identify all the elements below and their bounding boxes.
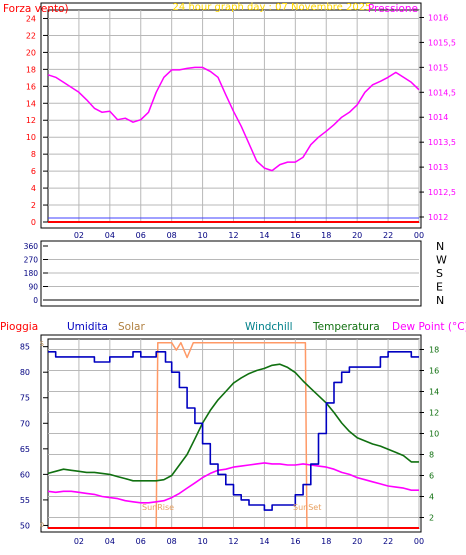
pressure-tick-label: 1013,5 <box>428 138 456 147</box>
solar-label: Solar <box>118 321 145 333</box>
wind-speed-tick-label: 6 <box>31 167 36 176</box>
wind-speed-tick-label: 2 <box>31 201 36 210</box>
x-tick-label-top: 08 <box>167 231 177 240</box>
dewpoint-label: Dew Point (°C) <box>392 321 466 333</box>
solar-axis-label-max: 5 <box>40 340 44 348</box>
temperature-tick-label: 16 <box>429 367 439 376</box>
x-tick-label-bottom: 08 <box>167 537 177 546</box>
x-tick-label-top: 04 <box>105 231 115 240</box>
compass-label: N <box>436 294 444 307</box>
x-tick-label-bottom: 12 <box>228 537 238 546</box>
temperature-tick-label: 18 <box>429 346 439 355</box>
direction-tick-label: 90 <box>28 283 38 292</box>
humidity-tick-label: 85 <box>20 343 30 352</box>
humidity-tick-label: 70 <box>20 419 30 428</box>
temperature-tick-label: 2 <box>429 514 434 523</box>
direction-tick-label: 0 <box>33 296 38 305</box>
humidity-tick-label: 55 <box>20 496 30 505</box>
x-tick-label-top: 02 <box>74 231 84 240</box>
pressure-tick-label: 1012,5 <box>428 188 456 197</box>
humidity-tick-label: 65 <box>20 445 30 454</box>
compass-label: N <box>436 240 444 253</box>
temperature-tick-label: 14 <box>429 388 439 397</box>
pressure-tick-label: 1013 <box>428 163 448 172</box>
windchill-label: Windchill <box>245 321 293 333</box>
humidity-tick-label: 75 <box>20 394 30 403</box>
wind-speed-tick-label: 10 <box>26 133 36 142</box>
pressure-tick-label: 1015 <box>428 63 448 72</box>
pressure-tick-label: 1015,5 <box>428 38 456 47</box>
temperature-tick-label: 6 <box>429 472 434 481</box>
rain-label: Pioggia <box>0 321 38 333</box>
dewpoint-line <box>47 462 419 504</box>
x-tick-label-top: 18 <box>321 231 331 240</box>
x-tick-label-top: 12 <box>228 231 238 240</box>
direction-tick-label: 270 <box>24 256 39 265</box>
wind-speed-tick-label: 0 <box>31 218 36 227</box>
wind-speed-tick-label: 18 <box>26 65 36 74</box>
temperature-label: Temperatura <box>312 321 380 333</box>
solar-axis-label-min: 0 <box>40 521 44 529</box>
temperature-tick-label: 10 <box>429 430 439 439</box>
temperature-tick-label: 4 <box>429 493 434 502</box>
sunrise-label: SunRise <box>142 503 174 512</box>
x-tick-label-bottom: 16 <box>290 537 300 546</box>
top-panel-frame <box>40 2 422 229</box>
x-tick-label-bottom: 22 <box>383 537 393 546</box>
humidity-label: Umidita <box>67 321 108 333</box>
wind-speed-tick-label: 22 <box>26 31 36 40</box>
x-tick-label-bottom: 10 <box>197 537 207 546</box>
pressure-axis-label: Pressione <box>368 3 418 15</box>
x-tick-label-top: 20 <box>352 231 362 240</box>
graph-title: 24 hour graph day : 07 Novembre 2025 <box>173 2 372 13</box>
compass-label: W <box>436 254 447 267</box>
wind-direction-panel-frame <box>40 240 422 307</box>
humidity-tick-label: 60 <box>20 470 30 479</box>
solar-line <box>48 341 419 529</box>
x-tick-label-top: 00 <box>414 231 424 240</box>
humidity-tick-label: 80 <box>20 368 30 377</box>
pressure-tick-label: 1014,5 <box>428 88 456 97</box>
x-tick-label-bottom: 04 <box>105 537 115 546</box>
wind-speed-tick-label: 16 <box>26 82 36 91</box>
temperature-line <box>47 363 419 482</box>
x-tick-label-bottom: 14 <box>259 537 269 546</box>
direction-tick-label: 180 <box>24 269 39 278</box>
x-tick-label-top: 16 <box>290 231 300 240</box>
humidity-line <box>48 350 419 511</box>
wind-speed-tick-label: 4 <box>31 184 36 193</box>
temperature-tick-label: 8 <box>429 451 434 460</box>
x-tick-label-bottom: 02 <box>74 537 84 546</box>
sunset-label: SunSet <box>293 503 321 512</box>
pressure-tick-label: 1016 <box>428 13 448 22</box>
wind-speed-tick-label: 20 <box>26 48 36 57</box>
x-tick-label-bottom: 20 <box>352 537 362 546</box>
temperature-tick-label: 12 <box>429 409 439 418</box>
compass-label: E <box>436 281 443 294</box>
x-tick-label-bottom: 00 <box>414 537 424 546</box>
pressure-tick-label: 1014 <box>428 113 448 122</box>
pressure-line <box>47 66 420 172</box>
wind-speed-tick-label: 24 <box>26 14 36 23</box>
wind-speed-tick-label: 14 <box>26 99 36 108</box>
x-tick-label-top: 10 <box>197 231 207 240</box>
x-tick-label-bottom: 18 <box>321 537 331 546</box>
x-tick-label-top: 14 <box>259 231 269 240</box>
x-tick-label-top: 22 <box>383 231 393 240</box>
pressure-tick-label: 1012 <box>428 213 448 222</box>
direction-tick-label: 360 <box>24 242 39 251</box>
x-tick-label-top: 06 <box>136 231 146 240</box>
wind-speed-tick-label: 12 <box>26 116 36 125</box>
wind-speed-axis-label: Forza vento) <box>3 3 69 15</box>
x-tick-label-bottom: 06 <box>136 537 146 546</box>
wind-speed-tick-label: 8 <box>31 150 36 159</box>
humidity-tick-label: 50 <box>20 521 30 530</box>
compass-label: S <box>436 267 443 280</box>
